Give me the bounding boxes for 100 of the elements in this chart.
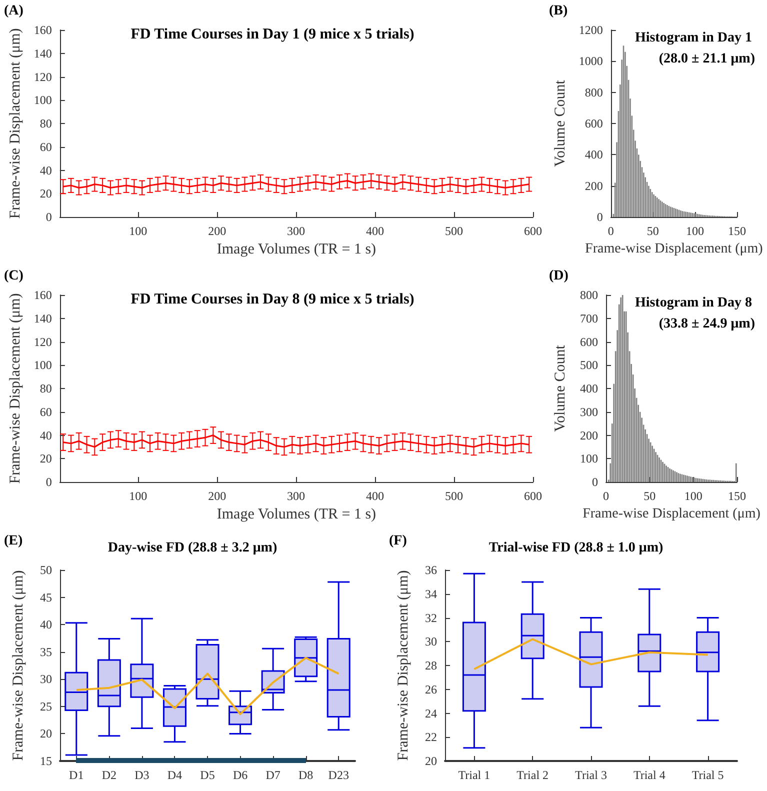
y-tick-label: 50	[40, 563, 52, 577]
y-tick-label: 60	[40, 140, 52, 154]
y-tick-label: 1200	[578, 23, 603, 37]
x-tick-label: 0	[608, 224, 614, 238]
x-tick-label: 200	[208, 224, 226, 238]
y-axis-title: Frame-wise Displacement (μm)	[8, 293, 24, 484]
x-tick-label: Trial 4	[633, 768, 666, 782]
y-tick-label: 36	[425, 563, 437, 577]
y-tick-label: 300	[580, 404, 598, 419]
y-axis-title: Volume Count	[552, 79, 568, 167]
y-tick-label: 400	[580, 382, 598, 396]
x-tick-label: D5	[200, 768, 215, 782]
y-tick-label: 20	[40, 726, 52, 741]
y-tick-label: 40	[40, 428, 52, 442]
y-tick-label: 500	[580, 358, 598, 372]
y-tick-label: 100	[34, 358, 52, 372]
x-tick-label: Trial 2	[516, 768, 549, 782]
x-tick-label: 150	[728, 224, 746, 238]
chart-title: Histogram in Day 1	[634, 30, 752, 46]
y-tick-label: 35	[40, 644, 52, 659]
y-tick-label: 100	[34, 93, 52, 108]
y-tick-label: 0	[592, 475, 598, 489]
x-tick-label: D1	[69, 768, 84, 782]
x-tick-label: 600	[524, 224, 542, 238]
y-tick-label: 200	[584, 178, 603, 193]
y-tick-label: 1000	[578, 54, 603, 68]
x-axis-title: Frame-wise Displacement (μm)	[582, 506, 761, 522]
y-tick-label: 0	[596, 210, 603, 224]
chart-title: Trial-wise FD (28.8 ± 1.0 μm)	[488, 540, 664, 556]
y-tick-label: 200	[580, 428, 598, 442]
x-tick-label: 400	[366, 489, 384, 503]
y-tick-label: 400	[584, 148, 603, 162]
y-tick-label: 600	[584, 116, 603, 130]
y-tick-label: 25	[40, 699, 52, 714]
x-tick-label: 300	[287, 224, 306, 238]
y-axis-title: Frame-wise Displacement (μm)	[396, 570, 412, 761]
x-tick-label: 600	[524, 489, 542, 503]
y-tick-label: 20	[40, 452, 52, 466]
x-axis-title: Frame-wise Displacement (μm)	[585, 241, 764, 256]
x-tick-label: 200	[208, 489, 226, 503]
x-tick-label: D4	[167, 768, 182, 782]
y-tick-label: 30	[425, 634, 437, 649]
annotation: (28.0 ± 21.1 μm)	[658, 52, 756, 66]
x-tick-label: D2	[102, 768, 117, 782]
y-tick-label: 15	[40, 754, 52, 768]
y-tick-label: 80	[40, 382, 52, 396]
y-tick-label: 45	[40, 590, 52, 604]
x-tick-label: Trial 3	[575, 768, 607, 782]
y-tick-label: 120	[34, 70, 52, 84]
y-axis-title: Volume Count	[552, 344, 568, 432]
annotation: (33.8 ± 24.9 μm)	[658, 316, 756, 332]
x-tick-label: 500	[445, 224, 464, 238]
x-tick-label: 100	[129, 224, 148, 238]
chart-title: Histogram in Day 8	[634, 296, 752, 310]
y-tick-label: 30	[40, 672, 52, 686]
y-tick-label: 24	[425, 706, 437, 720]
text: (B)	[549, 4, 568, 18]
y-tick-label: 0	[46, 210, 52, 224]
y-tick-label: 26	[425, 682, 437, 696]
x-tick-label: 50	[644, 489, 656, 503]
x-tick-label: Trial 5	[692, 768, 724, 782]
y-tick-label: 80	[40, 116, 52, 130]
y-tick-label: 140	[34, 311, 52, 326]
x-axis-title: Image Volumes (TR = 1 s)	[216, 506, 376, 522]
text: (C)	[4, 268, 24, 284]
chart-title: Day-wise FD (28.8 ± 3.2 μm)	[108, 540, 278, 556]
x-tick-label: D23	[328, 768, 349, 782]
chart-title: FD Time Courses in Day 1 (9 mice x 5 trials)	[130, 26, 414, 42]
chart-title: FD Time Courses in Day 8 (9 mice x 5 trials)	[130, 292, 414, 308]
y-axis-title: Frame-wise Displacement (μm)	[8, 28, 24, 219]
x-tick-label: D8	[298, 768, 314, 782]
x-axis-title: Image Volumes (TR = 1 s)	[216, 241, 376, 258]
line-series	[75, 656, 340, 716]
y-tick-label: 800	[584, 85, 603, 100]
y-tick-label: 20	[425, 754, 437, 768]
y-tick-label: 40	[40, 163, 52, 178]
x-tick-label: Trial 1	[458, 768, 490, 782]
y-axis-title: Frame-wise Displacement (μm)	[10, 570, 26, 761]
y-tick-label: 22	[425, 730, 437, 744]
line-series	[473, 638, 709, 670]
text: (D)	[549, 268, 569, 284]
y-tick-label: 120	[34, 334, 52, 349]
text: (A)	[4, 4, 24, 18]
y-tick-label: 32	[425, 610, 437, 625]
x-tick-label: 300	[287, 489, 306, 503]
text: (F)	[389, 534, 408, 548]
x-tick-label: 150	[728, 489, 746, 503]
y-tick-label: 160	[34, 288, 52, 302]
y-tick-label: 700	[580, 311, 598, 326]
x-tick-label: 500	[445, 489, 464, 503]
text: (E)	[4, 534, 23, 548]
y-tick-label: 28	[425, 658, 437, 672]
y-tick-label: 140	[34, 46, 52, 60]
x-tick-label: 400	[366, 224, 384, 238]
y-tick-label: 40	[40, 618, 52, 632]
x-tick-label: 50	[646, 224, 659, 238]
x-tick-label: D6	[232, 768, 248, 782]
y-tick-label: 600	[580, 334, 598, 349]
y-tick-label: 60	[40, 404, 52, 419]
y-tick-label: 34	[425, 586, 437, 601]
